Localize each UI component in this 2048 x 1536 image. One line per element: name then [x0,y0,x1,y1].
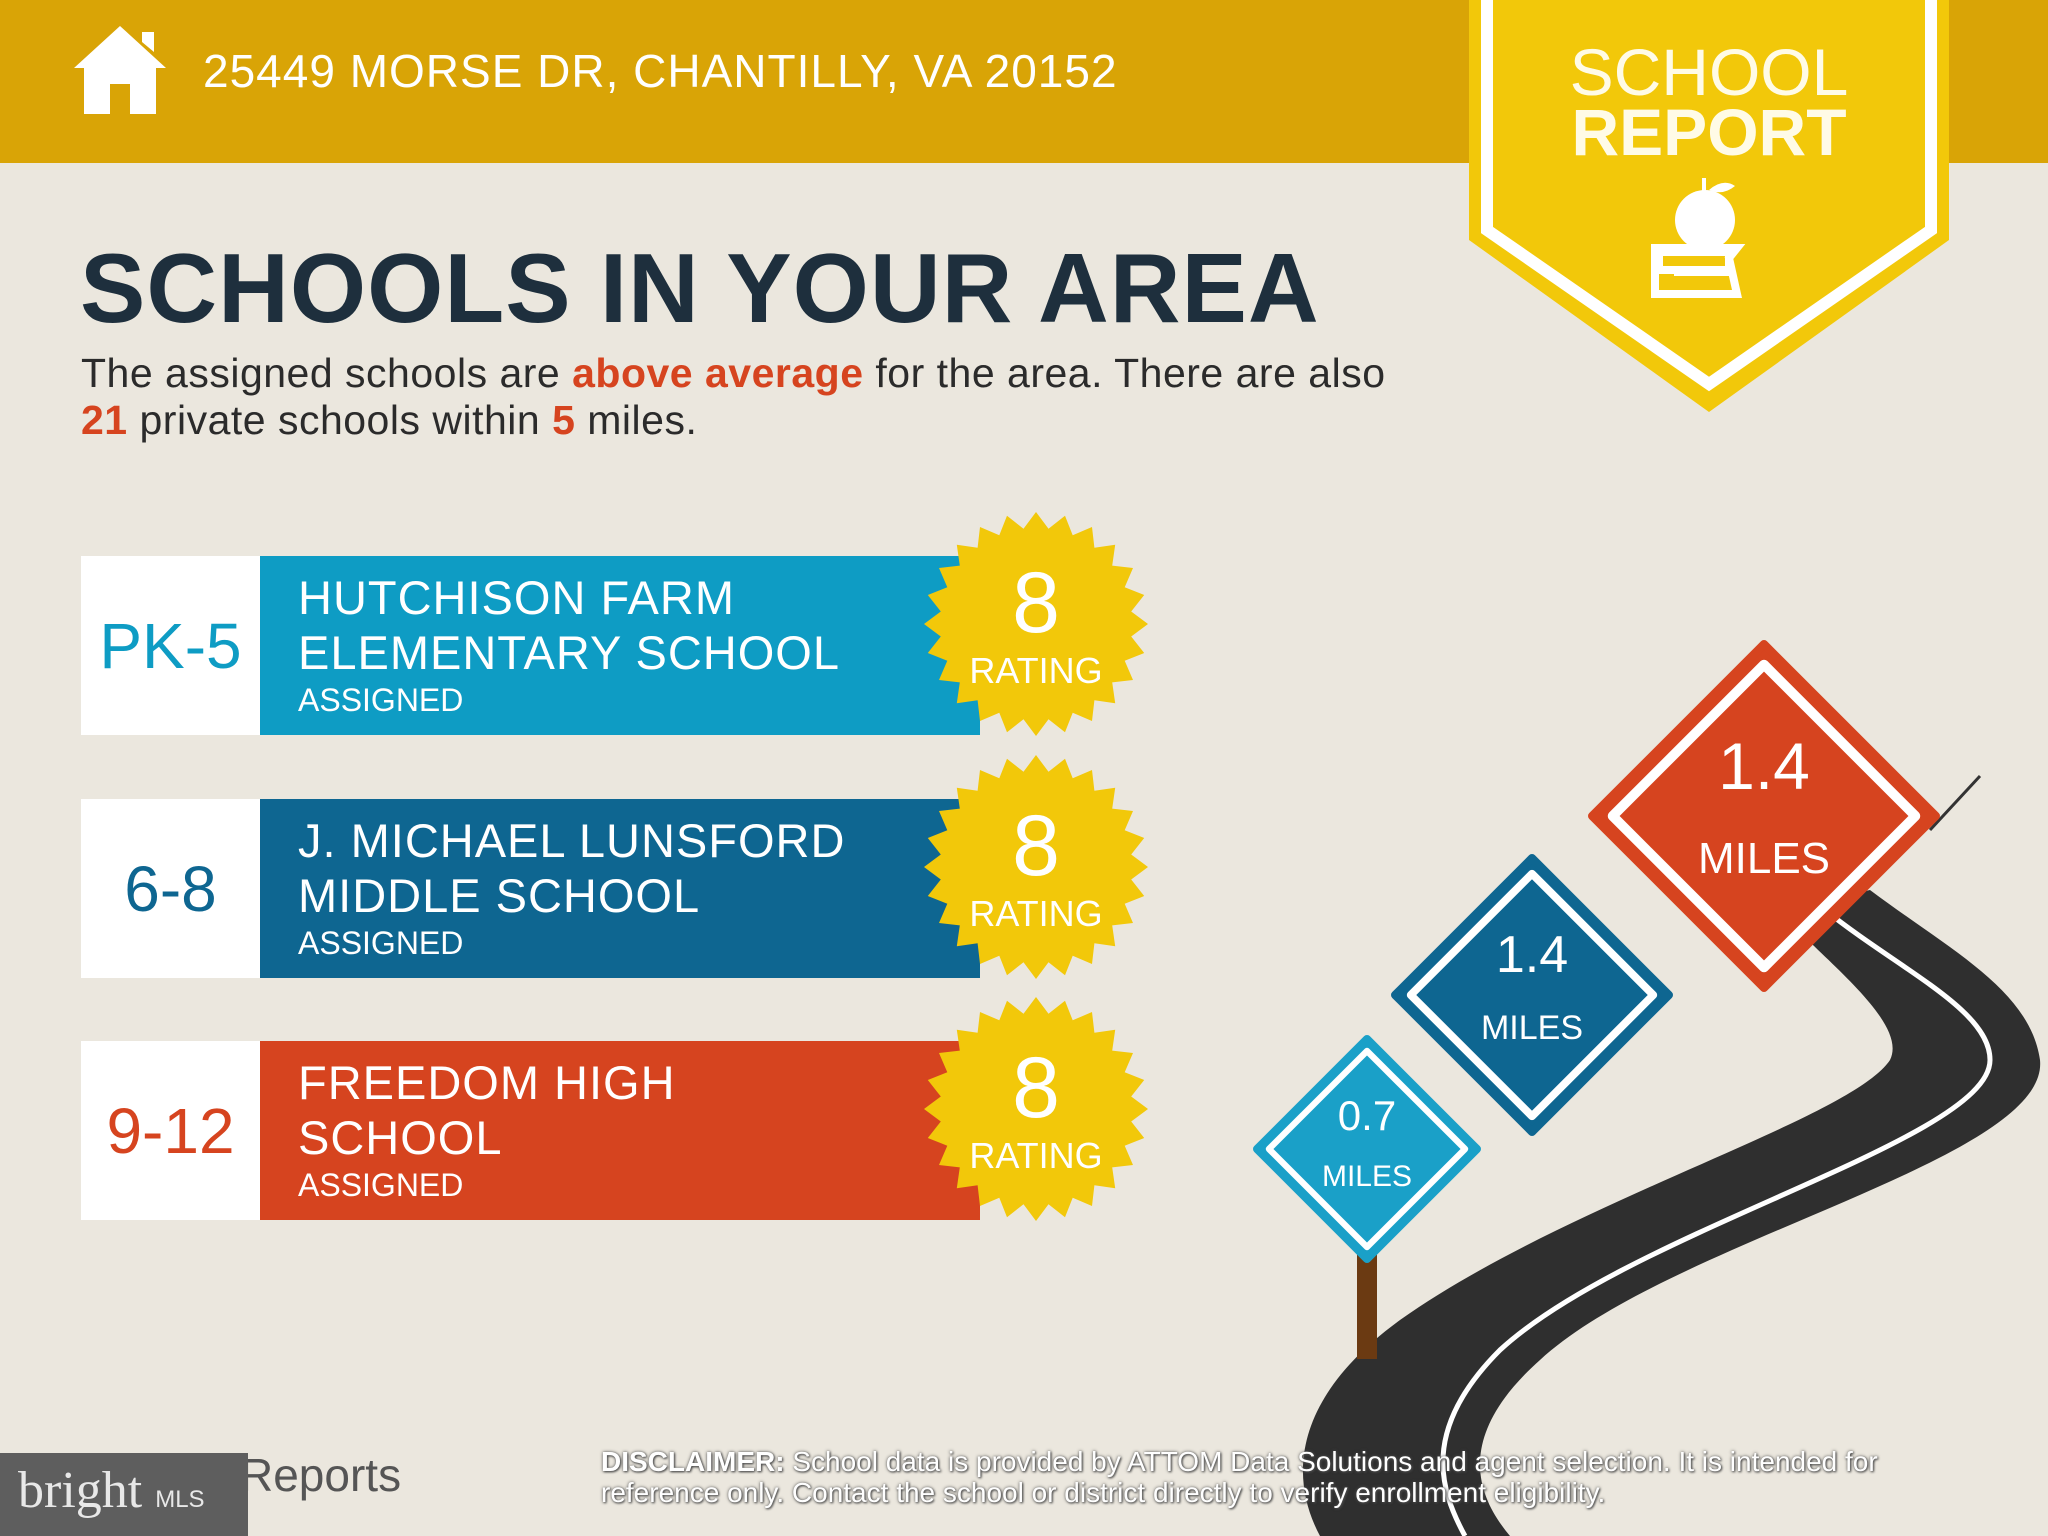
school-name: MIDDLE SCHOOL [298,869,701,922]
distance-unit: MILES [1480,1009,1584,1048]
rating-label: RATING [969,650,1103,691]
school-status: ASSIGNED [298,682,464,718]
school-row[interactable]: PK-5 HUTCHISON FARM ELEMENTARY SCHOOL AS… [81,512,1148,736]
page-title: SCHOOLS IN YOUR AREA [80,233,1320,343]
badge-line-1: SCHOOL [1569,35,1849,109]
school-name: SCHOOL [298,1111,503,1164]
school-name: FREEDOM HIGH [298,1056,676,1109]
school-info: FREEDOM HIGH SCHOOL ASSIGNED [260,1041,980,1220]
rating-label: RATING [969,893,1103,934]
starburst-icon [924,997,1148,1221]
starburst-icon [924,512,1148,736]
distance-unit: MILES [1697,833,1831,883]
rating-badge: 8 RATING [924,755,1148,979]
road-illustration [1302,774,2041,1536]
summary-text: The assigned schools are above average f… [81,350,1386,443]
school-report-badge [1469,0,1949,412]
reports-logo: Reports [240,1449,402,1501]
school-name: J. MICHAEL LUNSFORD [298,814,846,867]
distance-value: 0.7 [1337,1092,1397,1139]
grade-range: PK-5 [81,556,260,735]
rating-badge: 8 RATING [924,512,1148,736]
school-status: ASSIGNED [298,925,464,961]
apple-on-book-icon [1651,178,1746,298]
grade-range: 6-8 [81,799,260,978]
home-icon [74,26,166,114]
school-status: ASSIGNED [298,1167,464,1203]
distance-sign [1253,1035,1481,1263]
school-info: HUTCHISON FARM ELEMENTARY SCHOOL ASSIGNE… [260,556,980,735]
distance-unit: MILES [1321,1160,1413,1194]
starburst-icon [924,755,1148,979]
grade-range: 9-12 [81,1041,260,1220]
school-row[interactable]: 6-8 J. MICHAEL LUNSFORD MIDDLE SCHOOL AS… [81,755,1148,979]
property-address: 25449 MORSE DR, CHANTILLY, VA 20152 [203,45,1118,97]
bright-mls-watermark: bright MLS [0,1453,248,1536]
rating-badge: 8 RATING [924,997,1148,1221]
school-name: ELEMENTARY SCHOOL [298,626,840,679]
badge-line-2: REPORT [1571,95,1847,169]
distance-sign [1391,854,1673,1136]
disclaimer: DISCLAIMER: School data is provided by A… [601,1446,1878,1508]
distance-sign [1588,640,1940,992]
distance-value: 1.4 [1495,925,1569,984]
rating-value: 8 [1012,1040,1060,1136]
rating-value: 8 [1012,555,1060,651]
rating-label: RATING [969,1135,1103,1176]
distance-value: 1.4 [1718,729,1810,803]
school-row[interactable]: 9-12 FREEDOM HIGH SCHOOL ASSIGNED 8 RATI… [81,997,1148,1221]
school-info: J. MICHAEL LUNSFORD MIDDLE SCHOOL ASSIGN… [260,799,980,978]
school-name: HUTCHISON FARM [298,571,735,624]
rating-value: 8 [1012,798,1060,894]
